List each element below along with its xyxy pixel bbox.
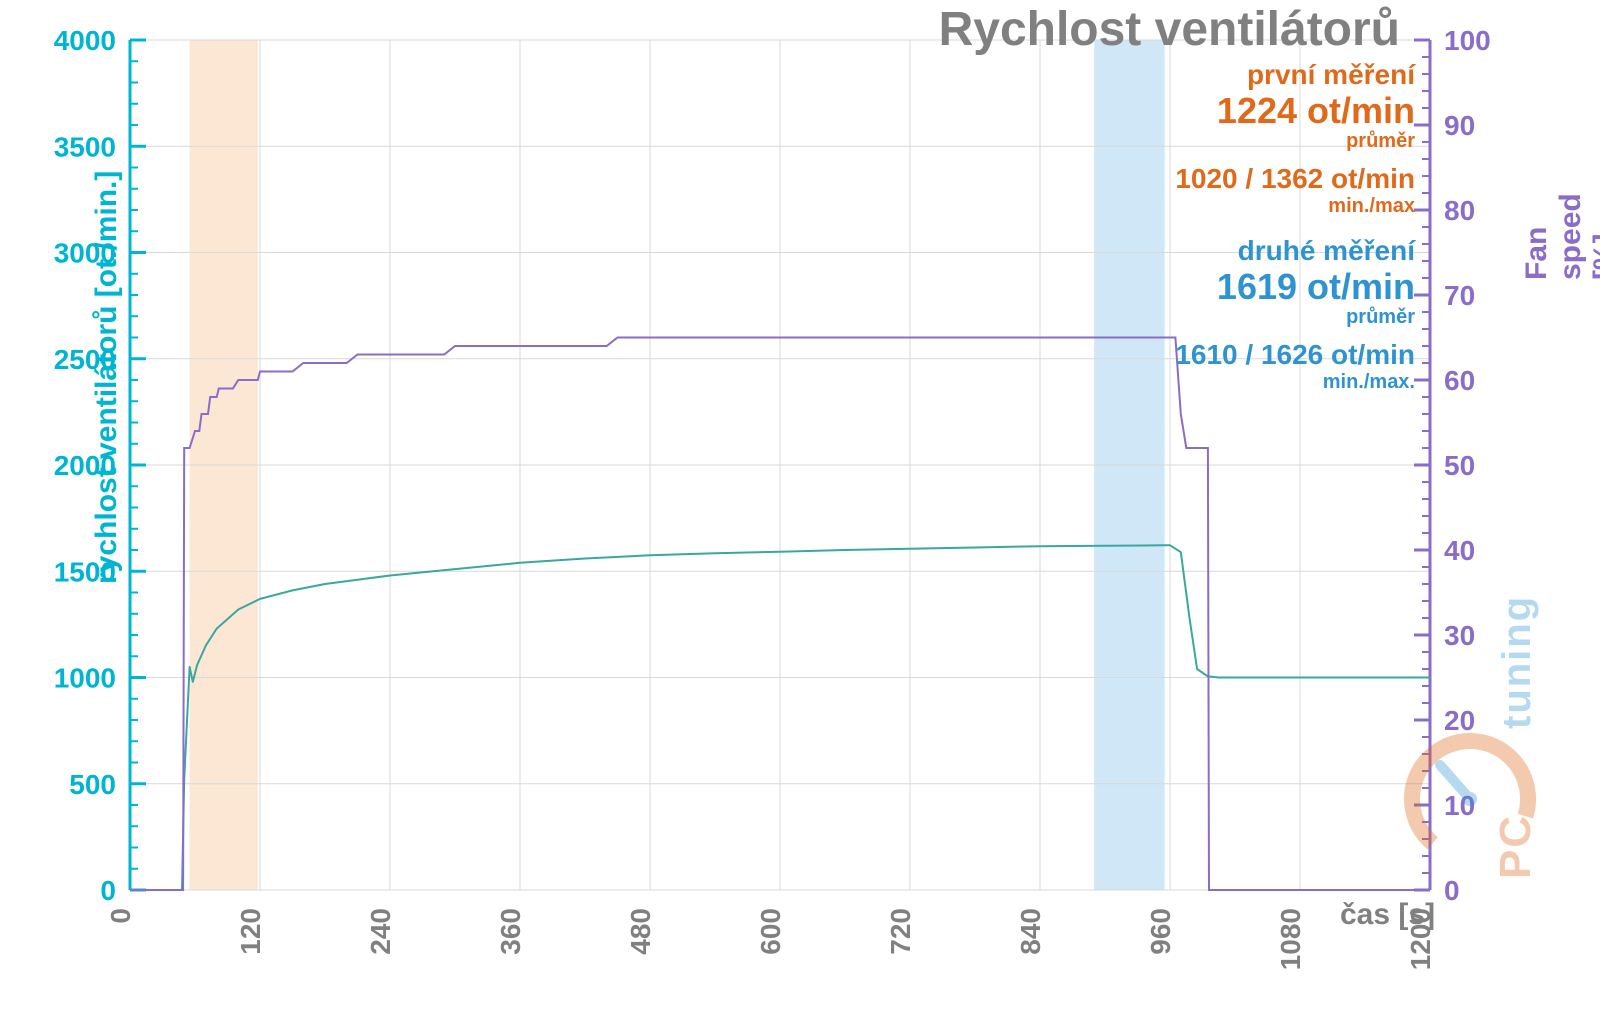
svg-text:100: 100	[1444, 25, 1491, 56]
svg-text:720: 720	[885, 908, 916, 955]
svg-text:0: 0	[105, 908, 136, 924]
svg-text:840: 840	[1015, 908, 1046, 955]
svg-text:tuning: tuning	[1495, 595, 1539, 729]
svg-text:960: 960	[1145, 908, 1176, 955]
chart-container: 0500100015002000250030003500400001020304…	[0, 0, 1600, 1009]
annotation-first-measurement: první měření 1224 ot/min průměr 1020 / 1…	[1175, 60, 1415, 217]
annot1-value: 1224 ot/min	[1175, 91, 1415, 131]
svg-text:60: 60	[1444, 365, 1475, 396]
svg-text:240: 240	[365, 908, 396, 955]
annot2-minmax: 1610 / 1626 ot/min	[1175, 340, 1415, 371]
svg-text:360: 360	[495, 908, 526, 955]
x-axis-label: čas [s]	[1340, 898, 1435, 932]
annot1-title: první měření	[1175, 60, 1415, 91]
svg-text:1000: 1000	[54, 663, 116, 694]
annot2-sub2: min./max.	[1175, 371, 1415, 393]
annot2-sub1: průměr	[1175, 306, 1415, 328]
svg-text:120: 120	[235, 908, 266, 955]
svg-text:600: 600	[755, 908, 786, 955]
annotation-second-measurement: druhé měření 1619 ot/min průměr 1610 / 1…	[1175, 236, 1415, 393]
chart-title: Rychlost ventilátorů	[939, 2, 1400, 57]
annot1-sub1: průměr	[1175, 130, 1415, 152]
svg-text:70: 70	[1444, 280, 1475, 311]
watermark-logo: tuning PC	[1380, 569, 1560, 889]
svg-text:80: 80	[1444, 195, 1475, 226]
svg-text:PC: PC	[1491, 814, 1540, 879]
svg-text:500: 500	[69, 769, 116, 800]
annot1-minmax: 1020 / 1362 ot/min	[1175, 164, 1415, 195]
svg-text:0: 0	[100, 875, 116, 906]
svg-text:480: 480	[625, 908, 656, 955]
annot2-title: druhé měření	[1175, 236, 1415, 267]
annot1-sub2: min./max	[1175, 195, 1415, 217]
y-left-axis-label: rychlost ventilátorů [ot./min.]	[90, 171, 124, 584]
annot2-value: 1619 ot/min	[1175, 267, 1415, 307]
svg-text:4000: 4000	[54, 25, 116, 56]
svg-text:3500: 3500	[54, 131, 116, 162]
svg-text:1080: 1080	[1275, 908, 1306, 970]
svg-text:50: 50	[1444, 450, 1475, 481]
svg-text:90: 90	[1444, 110, 1475, 141]
svg-text:40: 40	[1444, 535, 1475, 566]
y-right-axis-label: Fan speed [%]	[1520, 193, 1600, 280]
